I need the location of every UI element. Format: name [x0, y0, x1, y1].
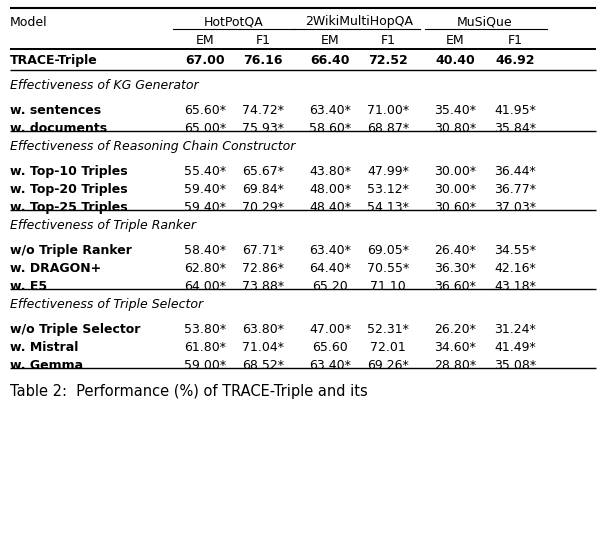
Text: 70.55*: 70.55* [367, 262, 409, 275]
Text: 63.40*: 63.40* [309, 104, 351, 117]
Text: 72.01: 72.01 [370, 341, 406, 354]
Text: 30.00*: 30.00* [434, 165, 476, 178]
Text: 71.04*: 71.04* [242, 341, 284, 354]
Text: w. Top-25 Triples: w. Top-25 Triples [10, 201, 128, 214]
Text: w. Mistral: w. Mistral [10, 341, 78, 354]
Text: 34.55*: 34.55* [494, 244, 536, 257]
Text: Effectiveness of Triple Selector: Effectiveness of Triple Selector [10, 299, 203, 311]
Text: 43.18*: 43.18* [494, 280, 536, 293]
Text: 42.16*: 42.16* [494, 262, 536, 275]
Text: w. documents: w. documents [10, 122, 107, 135]
Text: 67.71*: 67.71* [242, 244, 284, 257]
Text: 68.87*: 68.87* [367, 122, 409, 135]
Text: TRACE-Triple: TRACE-Triple [10, 54, 98, 67]
Text: 58.40*: 58.40* [184, 244, 226, 257]
Text: 64.00*: 64.00* [184, 280, 226, 293]
Text: w/o Triple Ranker: w/o Triple Ranker [10, 244, 132, 257]
Text: 2WikiMultiHopQA: 2WikiMultiHopQA [305, 15, 413, 28]
Text: 73.88*: 73.88* [242, 280, 284, 293]
Text: 71.10: 71.10 [370, 280, 406, 293]
Text: 65.67*: 65.67* [242, 165, 284, 178]
Text: w. DRAGON+: w. DRAGON+ [10, 262, 101, 275]
Text: 74.72*: 74.72* [242, 104, 284, 117]
Text: 36.60*: 36.60* [434, 280, 476, 293]
Text: 65.60*: 65.60* [184, 104, 226, 117]
Text: 30.00*: 30.00* [434, 183, 476, 196]
Text: EM: EM [196, 34, 215, 46]
Text: 64.40*: 64.40* [309, 262, 351, 275]
Text: 70.29*: 70.29* [242, 201, 284, 214]
Text: 34.60*: 34.60* [434, 341, 476, 354]
Text: HotPotQA: HotPotQA [204, 15, 264, 28]
Text: MuSiQue: MuSiQue [457, 15, 513, 28]
Text: 72.86*: 72.86* [242, 262, 284, 275]
Text: Effectiveness of KG Generator: Effectiveness of KG Generator [10, 79, 199, 92]
Text: 52.31*: 52.31* [367, 323, 409, 336]
Text: 69.05*: 69.05* [367, 244, 409, 257]
Text: w/o Triple Selector: w/o Triple Selector [10, 323, 141, 336]
Text: EM: EM [321, 34, 339, 46]
Text: 68.52*: 68.52* [242, 359, 284, 372]
Text: 41.49*: 41.49* [494, 341, 536, 354]
Text: w. Top-20 Triples: w. Top-20 Triples [10, 183, 128, 196]
Text: w. Top-10 Triples: w. Top-10 Triples [10, 165, 128, 178]
Text: 67.00: 67.00 [185, 54, 225, 67]
Text: 66.40: 66.40 [310, 54, 350, 67]
Text: 65.00*: 65.00* [184, 122, 226, 135]
Text: 41.95*: 41.95* [494, 104, 536, 117]
Text: 65.20: 65.20 [312, 280, 348, 293]
Text: 63.40*: 63.40* [309, 244, 351, 257]
Text: 36.77*: 36.77* [494, 183, 536, 196]
Text: 31.24*: 31.24* [494, 323, 536, 336]
Text: 37.03*: 37.03* [494, 201, 536, 214]
Text: 75.93*: 75.93* [242, 122, 284, 135]
Text: w. sentences: w. sentences [10, 104, 101, 117]
Text: 35.40*: 35.40* [434, 104, 476, 117]
Text: 69.26*: 69.26* [367, 359, 409, 372]
Text: F1: F1 [256, 34, 270, 46]
Text: 40.40: 40.40 [435, 54, 475, 67]
Text: 62.80*: 62.80* [184, 262, 226, 275]
Text: 69.84*: 69.84* [242, 183, 284, 196]
Text: 35.08*: 35.08* [494, 359, 536, 372]
Text: 47.00*: 47.00* [309, 323, 351, 336]
Text: 63.80*: 63.80* [242, 323, 284, 336]
Text: 54.13*: 54.13* [367, 201, 409, 214]
Text: 59.40*: 59.40* [184, 201, 226, 214]
Text: 35.84*: 35.84* [494, 122, 536, 135]
Text: 36.30*: 36.30* [434, 262, 476, 275]
Text: 48.40*: 48.40* [309, 201, 351, 214]
Text: 26.40*: 26.40* [434, 244, 476, 257]
Text: Table 2:  Performance (%) of TRACE-Triple and its: Table 2: Performance (%) of TRACE-Triple… [10, 384, 368, 399]
Text: 26.20*: 26.20* [434, 323, 476, 336]
Text: Effectiveness of Triple Ranker: Effectiveness of Triple Ranker [10, 219, 196, 232]
Text: Model: Model [10, 15, 48, 28]
Text: 47.99*: 47.99* [367, 165, 409, 178]
Text: F1: F1 [507, 34, 522, 46]
Text: w. Gemma: w. Gemma [10, 359, 83, 372]
Text: 59.00*: 59.00* [184, 359, 226, 372]
Text: 58.60*: 58.60* [309, 122, 351, 135]
Text: 72.52: 72.52 [368, 54, 408, 67]
Text: 63.40*: 63.40* [309, 359, 351, 372]
Text: 76.16: 76.16 [243, 54, 283, 67]
Text: 53.12*: 53.12* [367, 183, 409, 196]
Text: 46.92: 46.92 [495, 54, 534, 67]
Text: 30.60*: 30.60* [434, 201, 476, 214]
Text: w. E5: w. E5 [10, 280, 47, 293]
Text: 59.40*: 59.40* [184, 183, 226, 196]
Text: 43.80*: 43.80* [309, 165, 351, 178]
Text: 61.80*: 61.80* [184, 341, 226, 354]
Text: 48.00*: 48.00* [309, 183, 351, 196]
Text: 36.44*: 36.44* [494, 165, 536, 178]
Text: F1: F1 [381, 34, 396, 46]
Text: 53.80*: 53.80* [184, 323, 226, 336]
Text: EM: EM [445, 34, 464, 46]
Text: 28.80*: 28.80* [434, 359, 476, 372]
Text: 55.40*: 55.40* [184, 165, 226, 178]
Text: 71.00*: 71.00* [367, 104, 409, 117]
Text: 65.60: 65.60 [312, 341, 348, 354]
Text: Effectiveness of Reasoning Chain Constructor: Effectiveness of Reasoning Chain Constru… [10, 140, 295, 153]
Text: 30.80*: 30.80* [434, 122, 476, 135]
